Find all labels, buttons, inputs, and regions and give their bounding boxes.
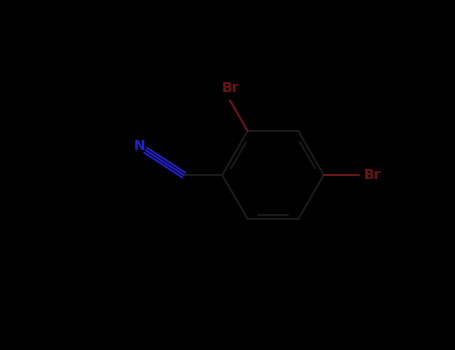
Text: N: N (133, 139, 145, 153)
Text: Br: Br (364, 168, 381, 182)
Text: Br: Br (222, 82, 239, 96)
